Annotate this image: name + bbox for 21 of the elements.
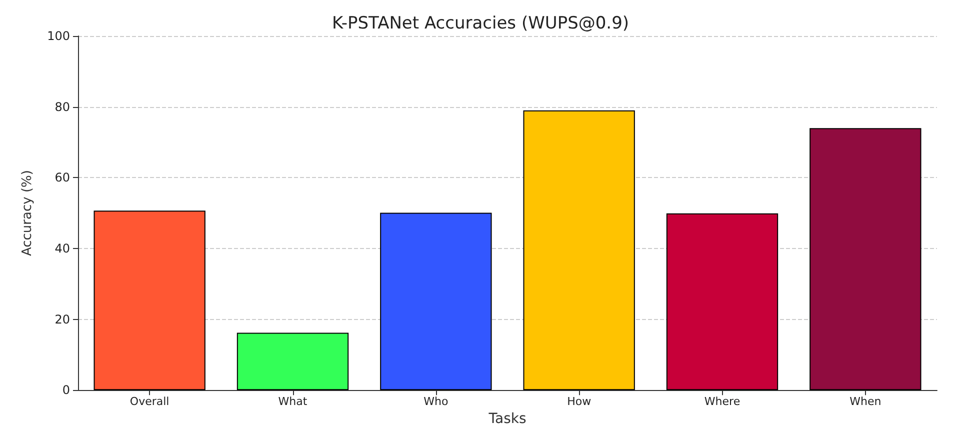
x-tick-label: Where: [704, 395, 740, 408]
y-axis-title: Accuracy (%): [20, 170, 35, 256]
x-tick-label: What: [278, 395, 308, 408]
y-tick-label: 40: [54, 241, 70, 256]
y-tick-label: 80: [54, 100, 70, 114]
bar: [523, 110, 635, 390]
x-tick-label: How: [567, 395, 592, 408]
y-tick-label: 20: [54, 312, 70, 326]
bar: [666, 213, 778, 390]
bar: [94, 210, 206, 390]
bar: [380, 212, 492, 390]
bar: [236, 332, 349, 390]
x-tick-label: Who: [424, 395, 448, 408]
chart-title: K-PSTANet Accuracies (WUPS@0.9): [332, 14, 630, 34]
x-tick-label: Overall: [130, 395, 170, 408]
bar: [810, 128, 922, 390]
x-tick-label: When: [850, 395, 882, 408]
y-tick-label: 0: [62, 383, 70, 398]
y-tick-label: 100: [47, 29, 70, 43]
x-axis-title: Tasks: [488, 411, 526, 427]
y-tick-label: 60: [54, 170, 70, 185]
